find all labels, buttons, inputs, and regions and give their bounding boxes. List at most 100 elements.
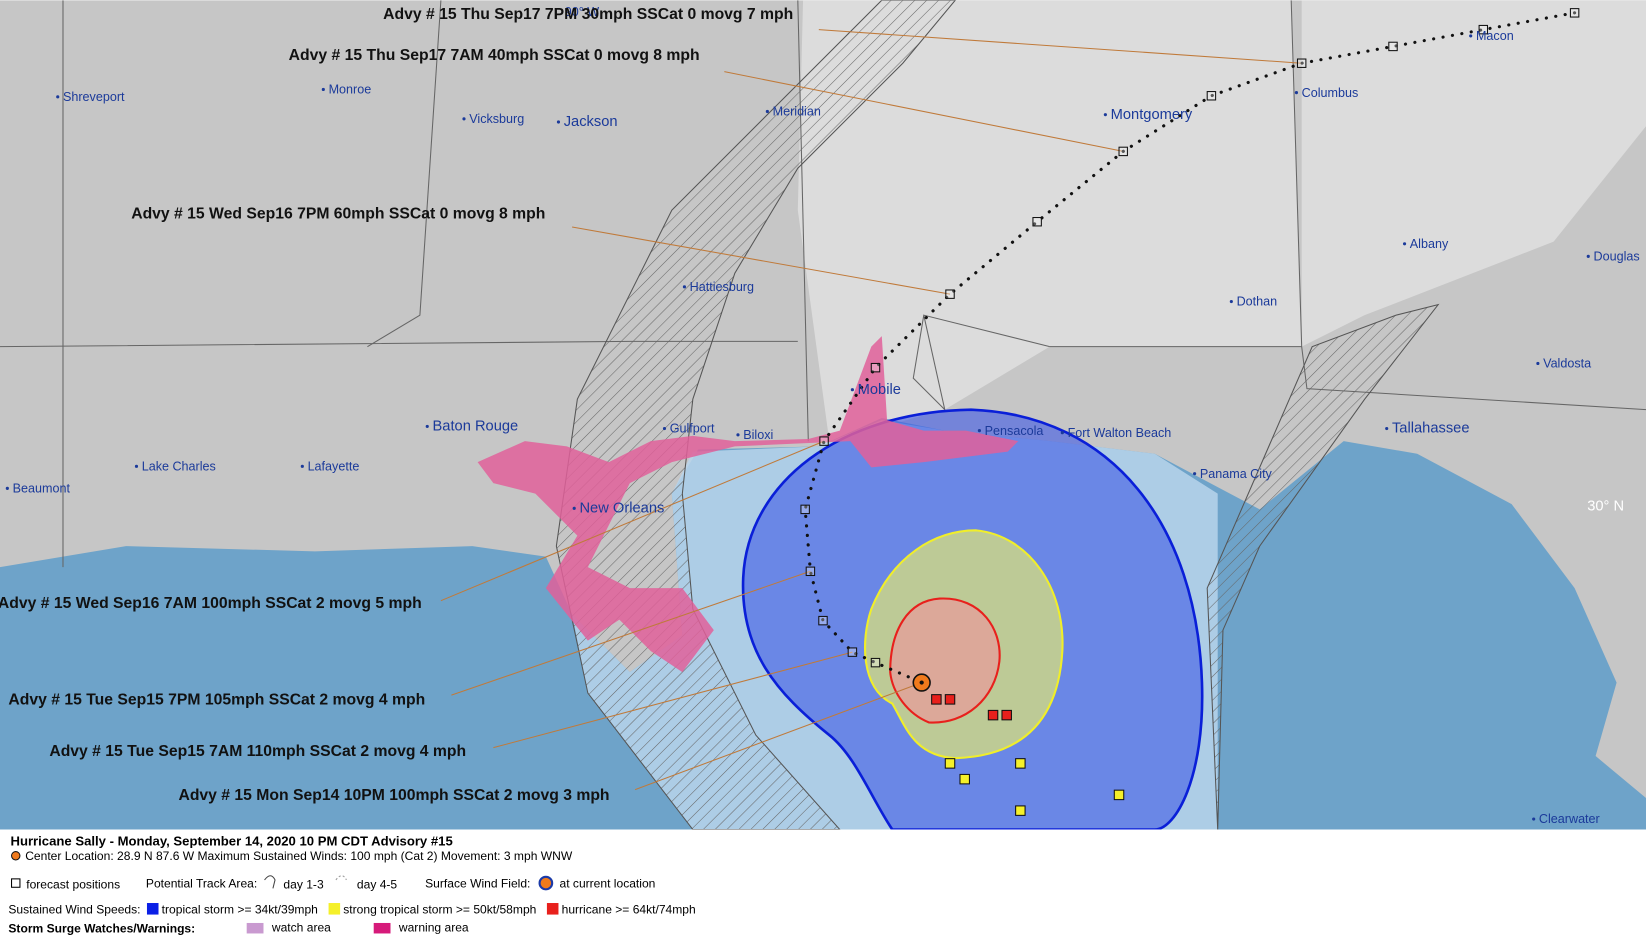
city-dot (1060, 431, 1064, 435)
legend-current: at current location (560, 876, 656, 890)
forecast-square (870, 362, 881, 373)
advisory-labels: Advy # 15 Thu Sep17 7PM 30mph SSCat 0 mo… (0, 6, 793, 804)
forecast-square (945, 289, 955, 299)
city-dot (1103, 113, 1107, 117)
city-label: Lafayette (308, 460, 360, 474)
legend-ts: tropical storm >= 34kt/39mph (162, 903, 318, 917)
cities: Shreveport Monroe Vicksburg Jackson Meridian… (5, 29, 1640, 826)
forecast-square (1032, 217, 1042, 227)
city-label: Biloxi (743, 428, 773, 442)
advisory-label: Advy # 15 Wed Sep16 7PM 60mph SSCat 0 mo… (131, 206, 545, 223)
ts-marker (944, 758, 956, 769)
forecast-square (819, 436, 829, 446)
track (803, 11, 1577, 685)
city-dot (736, 433, 740, 437)
advisory-label: Advy # 15 Mon Sep14 10PM 100mph SSCat 2 … (178, 787, 609, 804)
legend: Hurricane Sally - Monday, September 14, … (8, 833, 695, 935)
forecast-square (1118, 146, 1128, 157)
windfield-icon (538, 875, 554, 891)
legend-windfield: Surface Wind Field: (425, 876, 530, 890)
forecast-square (818, 615, 828, 626)
forecast-square (1569, 8, 1580, 18)
h-swatch (546, 903, 559, 915)
city-label: Vicksburg (469, 112, 524, 126)
day45-icon (335, 875, 347, 881)
sts-swatch (328, 903, 341, 915)
legend-watch: watch area (271, 920, 331, 934)
city-dot (1193, 472, 1197, 476)
city-label: Baton Rouge (432, 419, 518, 435)
city-label: New Orleans (579, 501, 664, 517)
ts-marker (1113, 789, 1125, 801)
city-dot (1536, 361, 1540, 366)
city-label: Gulfport (670, 422, 715, 436)
ts-marker (1015, 805, 1026, 816)
city-dot (1294, 91, 1299, 95)
legend-sts: strong tropical storm >= 50kt/58mph (343, 903, 536, 917)
city-label: Jackson (564, 114, 618, 130)
forecast-square (870, 657, 881, 668)
city-dot (1402, 242, 1407, 246)
city-dot (1532, 817, 1536, 821)
city-dot (300, 464, 304, 468)
city-dot (425, 424, 429, 429)
city-label: Hattiesburg (690, 280, 754, 294)
lat-label: 30° N (1587, 498, 1624, 514)
city-dot (5, 486, 9, 490)
city-label: Douglas (1594, 250, 1640, 264)
city-label: Panama City (1200, 467, 1273, 481)
forecast-square (1206, 91, 1217, 101)
center-icon (11, 851, 21, 861)
map-area: Shreveport Monroe Vicksburg Jackson Meridian… (0, 0, 1646, 830)
forecast-square (1296, 58, 1307, 68)
hurricane-marker (944, 694, 956, 705)
city-dot (1385, 426, 1389, 431)
city-label: Montgomery (1111, 107, 1193, 123)
legend-surge: Storm Surge Watches/Warnings: (8, 921, 195, 935)
city-label: Macon (1476, 29, 1514, 43)
city-label: Columbus (1302, 86, 1359, 100)
forecast-icon (11, 878, 21, 888)
hurricane-marker (931, 694, 942, 705)
city-dot (1229, 299, 1233, 304)
watch-swatch (246, 922, 264, 934)
city-dot (682, 285, 687, 289)
city-label: Meridian (773, 105, 821, 119)
city-dot (321, 87, 325, 92)
city-label: Beaumont (13, 482, 71, 496)
forecast-square (1478, 24, 1489, 35)
city-dot (572, 506, 576, 510)
city-label: Lake Charles (142, 460, 216, 474)
legend-track: Potential Track Area: (146, 876, 257, 890)
forecast-square (847, 647, 858, 657)
city-dot (850, 388, 854, 392)
legend-day45: day 4-5 (357, 877, 398, 891)
advisory-label: Advy # 15 Tue Sep15 7PM 105mph SSCat 2 m… (8, 692, 425, 709)
hurricane-field (889, 597, 1001, 724)
city-label: Dothan (1237, 295, 1278, 309)
advisory-label: Advy # 15 Thu Sep17 7AM 40mph SSCat 0 mo… (289, 47, 700, 64)
city-label: Tallahassee (1392, 421, 1470, 437)
hurricane-marker (1001, 709, 1012, 721)
city-label: Clearwater (1539, 812, 1600, 826)
warning-swatch (373, 922, 391, 934)
forecast-square (800, 504, 810, 515)
hurricane-marker (987, 709, 999, 721)
city-dot (662, 426, 667, 431)
city-dot (1469, 34, 1473, 38)
city-dot (765, 109, 769, 114)
surge-warning (477, 336, 1019, 673)
city-label: Valdosta (1543, 357, 1591, 371)
legend-forecast: forecast positions (26, 877, 120, 891)
legend-warning: warning area (398, 920, 469, 934)
ts-marker (1015, 758, 1026, 769)
legend-speeds: Sustained Wind Speeds: (8, 903, 140, 917)
forecast-square (805, 566, 816, 577)
city-label: Mobile (858, 382, 901, 398)
city-label: Albany (1410, 237, 1449, 251)
city-dot (977, 429, 981, 433)
advisory-leaders (440, 29, 1302, 791)
legend-center: Center Location: 28.9 N 87.6 W Maximum S… (25, 849, 573, 863)
